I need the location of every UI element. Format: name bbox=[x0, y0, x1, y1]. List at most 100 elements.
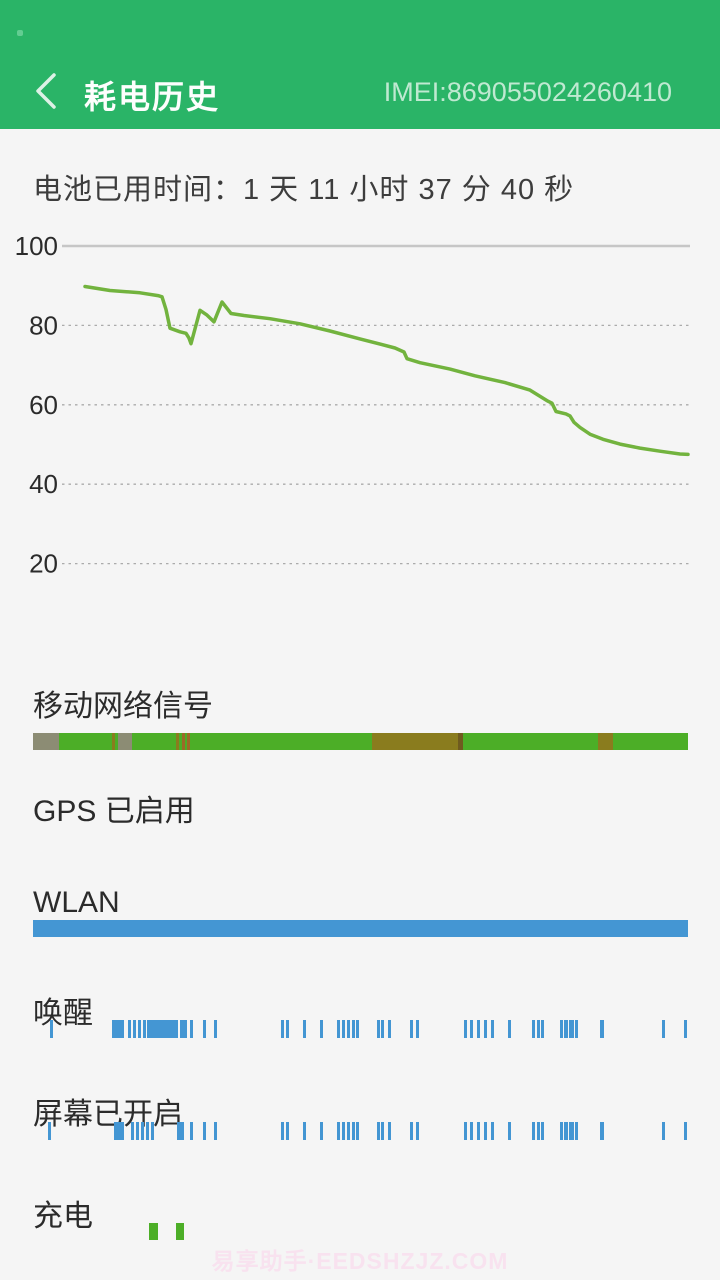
wake-tick-mark bbox=[477, 1020, 480, 1038]
screen-on-tick-mark bbox=[662, 1122, 665, 1140]
signal-segment bbox=[115, 733, 118, 750]
charge-tick-mark bbox=[176, 1223, 184, 1240]
wake-tick-mark bbox=[128, 1020, 131, 1038]
screen-on-tick-mark bbox=[388, 1122, 391, 1140]
section-label-wake: 唤醒 bbox=[33, 997, 93, 1030]
wake-bar bbox=[33, 1020, 688, 1038]
screen-on-tick-mark bbox=[136, 1122, 139, 1140]
screen-on-tick-mark bbox=[541, 1122, 544, 1140]
battery-time-label: 电池已用时间：1 天 11 小时 37 分 40 秒 bbox=[33, 174, 575, 206]
screen-on-tick-mark bbox=[114, 1122, 124, 1140]
signal-segment bbox=[179, 733, 182, 750]
screen-on-tick-mark bbox=[347, 1122, 350, 1140]
wake-tick-mark bbox=[388, 1020, 391, 1038]
signal-segment bbox=[613, 733, 688, 750]
screen-on-tick-mark bbox=[381, 1122, 384, 1140]
section-label-charge: 充电 bbox=[33, 1200, 93, 1233]
screen-on-tick-mark bbox=[560, 1122, 563, 1140]
wake-tick-mark bbox=[214, 1020, 217, 1038]
screen-on-tick-mark bbox=[356, 1122, 359, 1140]
wake-tick-mark bbox=[537, 1020, 540, 1038]
screen-on-tick-mark bbox=[537, 1122, 540, 1140]
screen-on-tick-mark bbox=[303, 1122, 306, 1140]
wake-tick-mark bbox=[560, 1020, 563, 1038]
signal-segment bbox=[132, 733, 176, 750]
screen-on-tick-mark bbox=[477, 1122, 480, 1140]
screen-on-tick-mark bbox=[464, 1122, 467, 1140]
wake-tick-mark bbox=[138, 1020, 141, 1038]
screen-on-tick-mark bbox=[410, 1122, 413, 1140]
wake-tick-mark bbox=[575, 1020, 578, 1038]
screen-on-tick-mark bbox=[684, 1122, 687, 1140]
wake-tick-mark bbox=[320, 1020, 323, 1038]
screen-on-tick-mark bbox=[470, 1122, 473, 1140]
screen-on-tick-mark bbox=[352, 1122, 355, 1140]
imei-label: IMEI:869055024260410 bbox=[383, 77, 672, 107]
mobile-signal-bar bbox=[33, 733, 688, 750]
wake-tick-mark bbox=[342, 1020, 345, 1038]
screen-on-tick-mark bbox=[177, 1122, 184, 1140]
signal-segment bbox=[112, 733, 115, 750]
screen-on-tick-mark bbox=[320, 1122, 323, 1140]
signal-segment bbox=[182, 733, 185, 750]
screen-on-tick-mark bbox=[416, 1122, 419, 1140]
signal-segment bbox=[598, 733, 613, 750]
wlan-bar bbox=[33, 920, 688, 937]
screen-on-tick-mark bbox=[337, 1122, 340, 1140]
wake-tick-mark bbox=[286, 1020, 289, 1038]
y-axis-tick-label: 100 bbox=[15, 231, 58, 261]
wake-tick-mark bbox=[416, 1020, 419, 1038]
wake-tick-mark bbox=[180, 1020, 187, 1038]
wake-tick-mark bbox=[491, 1020, 494, 1038]
y-axis-tick-label: 40 bbox=[29, 469, 58, 499]
wake-tick-mark bbox=[410, 1020, 413, 1038]
screen-on-tick-mark bbox=[214, 1122, 217, 1140]
signal-segment bbox=[59, 733, 112, 750]
signal-segment bbox=[372, 733, 458, 750]
screen-on-tick-mark bbox=[146, 1122, 149, 1140]
wake-tick-mark bbox=[203, 1020, 206, 1038]
wake-tick-mark bbox=[684, 1020, 687, 1038]
section-label-screen-on: 屏幕已开启 bbox=[33, 1098, 183, 1131]
screen-on-tick-mark bbox=[569, 1122, 574, 1140]
wake-tick-mark bbox=[381, 1020, 384, 1038]
wake-tick-mark bbox=[112, 1020, 124, 1038]
wake-tick-mark bbox=[569, 1020, 574, 1038]
section-label-gps: GPS 已启用 bbox=[33, 795, 195, 828]
signal-segment bbox=[190, 733, 372, 750]
battery-level-line bbox=[83, 284, 690, 457]
wake-tick-mark bbox=[564, 1020, 568, 1038]
wake-tick-mark bbox=[600, 1020, 604, 1038]
section-label-mobile-signal: 移动网络信号 bbox=[33, 690, 213, 723]
screen-on-bar bbox=[33, 1122, 688, 1140]
screen-on-tick-mark bbox=[131, 1122, 134, 1140]
charge-bar bbox=[33, 1223, 688, 1240]
screen-on-tick-mark bbox=[141, 1122, 144, 1140]
back-button[interactable] bbox=[30, 71, 64, 111]
screen-on-tick-mark bbox=[600, 1122, 604, 1140]
wake-tick-mark bbox=[303, 1020, 306, 1038]
screen-on-tick-mark bbox=[484, 1122, 487, 1140]
y-axis-tick-label: 60 bbox=[29, 390, 58, 420]
wake-tick-mark bbox=[377, 1020, 380, 1038]
wake-tick-mark bbox=[147, 1020, 178, 1038]
signal-segment bbox=[176, 733, 179, 750]
signal-segment bbox=[458, 733, 463, 750]
wake-tick-mark bbox=[356, 1020, 359, 1038]
screen-on-tick-mark bbox=[532, 1122, 535, 1140]
wake-tick-mark bbox=[484, 1020, 487, 1038]
wake-tick-mark bbox=[347, 1020, 350, 1038]
wake-tick-mark bbox=[541, 1020, 544, 1038]
screen-on-tick-mark bbox=[203, 1122, 206, 1140]
screen-on-tick-mark bbox=[508, 1122, 511, 1140]
screen-on-tick-mark bbox=[151, 1122, 154, 1140]
wake-tick-mark bbox=[50, 1020, 53, 1038]
signal-segment bbox=[187, 733, 190, 750]
wake-tick-mark bbox=[337, 1020, 340, 1038]
section-label-wlan: WLAN bbox=[33, 886, 120, 919]
battery-level-chart: 100 80 60 40 20 bbox=[0, 226, 720, 650]
wake-tick-mark bbox=[190, 1020, 193, 1038]
back-chevron-icon bbox=[36, 73, 56, 109]
wake-tick-mark bbox=[470, 1020, 473, 1038]
